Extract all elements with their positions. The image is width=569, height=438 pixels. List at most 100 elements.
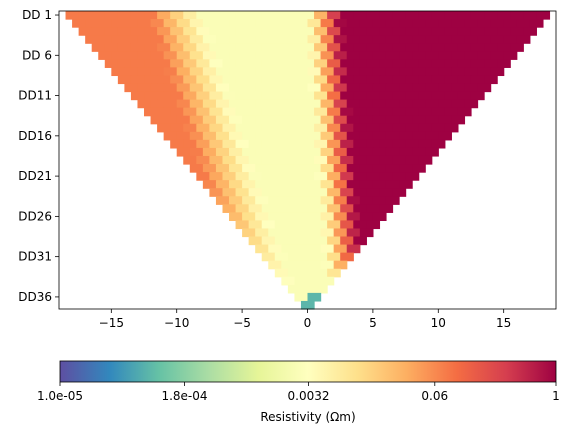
- pseudosection-cell: [320, 131, 335, 141]
- pseudosection-cell: [202, 35, 217, 44]
- pseudosection-cell: [150, 67, 165, 77]
- pseudosection-cell: [242, 51, 256, 60]
- pseudosection-cell: [189, 131, 204, 141]
- pseudosection-cell: [255, 164, 269, 173]
- pseudosection-cell: [392, 172, 407, 181]
- pseudosection-cell: [300, 284, 315, 294]
- pseudosection-cell: [274, 27, 289, 36]
- pseudosection-cell: [392, 43, 407, 52]
- pseudosection-cell: [431, 91, 446, 101]
- pseudosection-cell: [294, 260, 309, 270]
- pseudosection-cell: [484, 75, 498, 85]
- pseudosection-cell: [255, 244, 269, 254]
- pseudosection-cell: [333, 115, 348, 125]
- pseudosection-cell: [412, 83, 426, 93]
- pseudosection-cell: [366, 59, 381, 68]
- pseudosection-cell: [405, 75, 420, 85]
- pseudosection-cell: [379, 188, 394, 197]
- pseudosection-cell: [444, 11, 459, 20]
- pseudosection-cell: [529, 19, 544, 28]
- pseudosection-cell: [379, 123, 394, 133]
- colorbar-tick-label: 0.0032: [288, 389, 330, 403]
- pseudosection-cell: [229, 83, 243, 93]
- pseudosection-cell: [196, 155, 211, 165]
- pseudosection-cell: [281, 51, 296, 60]
- pseudosection-cell: [242, 147, 256, 157]
- pseudosection-cell: [444, 59, 459, 68]
- pseudosection-cell: [235, 59, 250, 68]
- pseudosection-cell: [287, 75, 302, 85]
- pseudosection-cell: [327, 59, 341, 68]
- pseudosection-cell: [353, 123, 367, 133]
- pseudosection-cell: [470, 27, 485, 36]
- pseudosection-cell: [314, 220, 328, 230]
- pseudosection-cell: [176, 115, 191, 125]
- pseudosection-cell: [150, 19, 165, 28]
- pseudosection-cell: [392, 91, 407, 101]
- pseudosection-cell: [314, 59, 328, 68]
- pseudosection-cell: [170, 123, 184, 133]
- pseudosection-cell: [353, 27, 367, 36]
- pseudosection-cell: [144, 107, 158, 117]
- x-tick-label: −5: [233, 316, 251, 330]
- pseudosection-cell: [353, 236, 367, 246]
- pseudosection-cell: [183, 155, 197, 165]
- pseudosection-cell: [150, 51, 165, 60]
- pseudosection-cell: [222, 155, 237, 165]
- pseudosection-cell: [78, 11, 93, 20]
- pseudosection-cell: [274, 220, 289, 230]
- pseudosection-cell: [242, 131, 256, 141]
- pseudosection-cell: [320, 260, 335, 270]
- pseudosection-cell: [287, 188, 302, 197]
- pseudosection-cell: [242, 228, 256, 238]
- pseudosection-cell: [359, 99, 374, 109]
- pseudosection-cell: [215, 164, 230, 173]
- pseudosection-cell: [346, 83, 361, 93]
- pseudosection-cell: [222, 188, 237, 197]
- pseudosection-cell: [274, 123, 289, 133]
- pseudosection-cell: [176, 83, 191, 93]
- pseudosection-cell: [242, 180, 256, 189]
- pseudosection-cell: [444, 27, 459, 36]
- pseudosection-cell: [399, 51, 413, 60]
- pseudosection-cell: [65, 11, 80, 20]
- pseudosection-cell: [91, 43, 106, 52]
- pseudosection-cell: [229, 180, 243, 189]
- pseudosection-cell: [412, 19, 426, 28]
- pseudosection-cell: [340, 59, 354, 68]
- pseudosection-cell: [418, 27, 433, 36]
- pseudosection-cell: [229, 67, 243, 77]
- pseudosection-cell: [248, 43, 263, 52]
- pseudosection-cell: [248, 11, 263, 20]
- pseudosection-cell: [183, 123, 197, 133]
- pseudosection-cell: [274, 91, 289, 101]
- pseudosection-cell: [523, 11, 537, 20]
- pseudosection-cell: [438, 115, 452, 125]
- y-tick-label: DD36: [18, 290, 52, 304]
- pseudosection-cell: [117, 43, 132, 52]
- pseudosection-cell: [104, 43, 119, 52]
- pseudosection-cell: [346, 51, 361, 60]
- pseudosection-cell: [281, 131, 296, 141]
- pseudosection-cell: [385, 35, 400, 44]
- pseudosection-cell: [255, 35, 269, 44]
- pseudosection-cell: [209, 172, 224, 181]
- pseudosection-cell: [261, 11, 276, 20]
- pseudosection-cell: [399, 131, 413, 141]
- pseudosection-cell: [379, 11, 394, 20]
- pseudosection-cell: [438, 83, 452, 93]
- pseudosection-cell: [268, 35, 282, 44]
- pseudosection-cell: [320, 51, 335, 60]
- pseudosection-cell: [300, 155, 315, 165]
- pseudosection-cell: [124, 35, 139, 44]
- pseudosection-cell: [385, 131, 400, 141]
- pseudosection-cell: [412, 164, 426, 173]
- pseudosection-cell: [281, 180, 296, 189]
- pseudosection-cell: [287, 59, 302, 68]
- pseudosection-cell: [477, 35, 492, 44]
- pseudosection-cell: [222, 91, 237, 101]
- pseudosection-cell: [399, 147, 413, 157]
- pseudosection-cell: [320, 147, 335, 157]
- pseudosection-cell: [137, 35, 152, 44]
- pseudosection-cell: [202, 51, 217, 60]
